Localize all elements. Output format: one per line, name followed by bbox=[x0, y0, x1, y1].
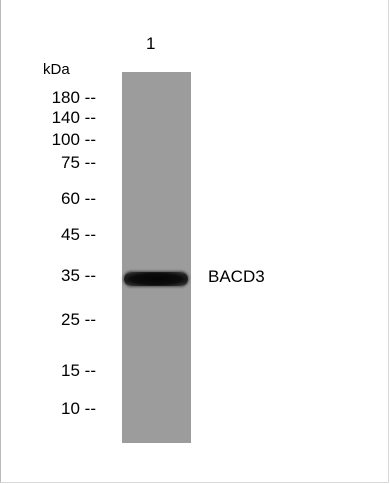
lane-number-label: 1 bbox=[146, 34, 156, 53]
marker-label-60: 60 -- bbox=[61, 189, 96, 208]
marker-label-25: 25 -- bbox=[61, 310, 96, 329]
marker-label-15: 15 -- bbox=[61, 361, 96, 380]
marker-label-140: 140 -- bbox=[51, 108, 96, 127]
marker-label-180: 180 -- bbox=[51, 88, 96, 107]
marker-label-45: 45 -- bbox=[61, 225, 96, 244]
blot-lane bbox=[122, 72, 191, 443]
band-label: BACD3 bbox=[208, 267, 265, 286]
kda-unit-label: kDa bbox=[43, 61, 70, 78]
marker-label-75: 75 -- bbox=[61, 153, 96, 172]
marker-label-10: 10 -- bbox=[61, 399, 96, 418]
marker-label-100: 100 -- bbox=[51, 130, 96, 149]
protein-band bbox=[124, 272, 188, 286]
marker-label-35: 35 -- bbox=[61, 266, 96, 285]
